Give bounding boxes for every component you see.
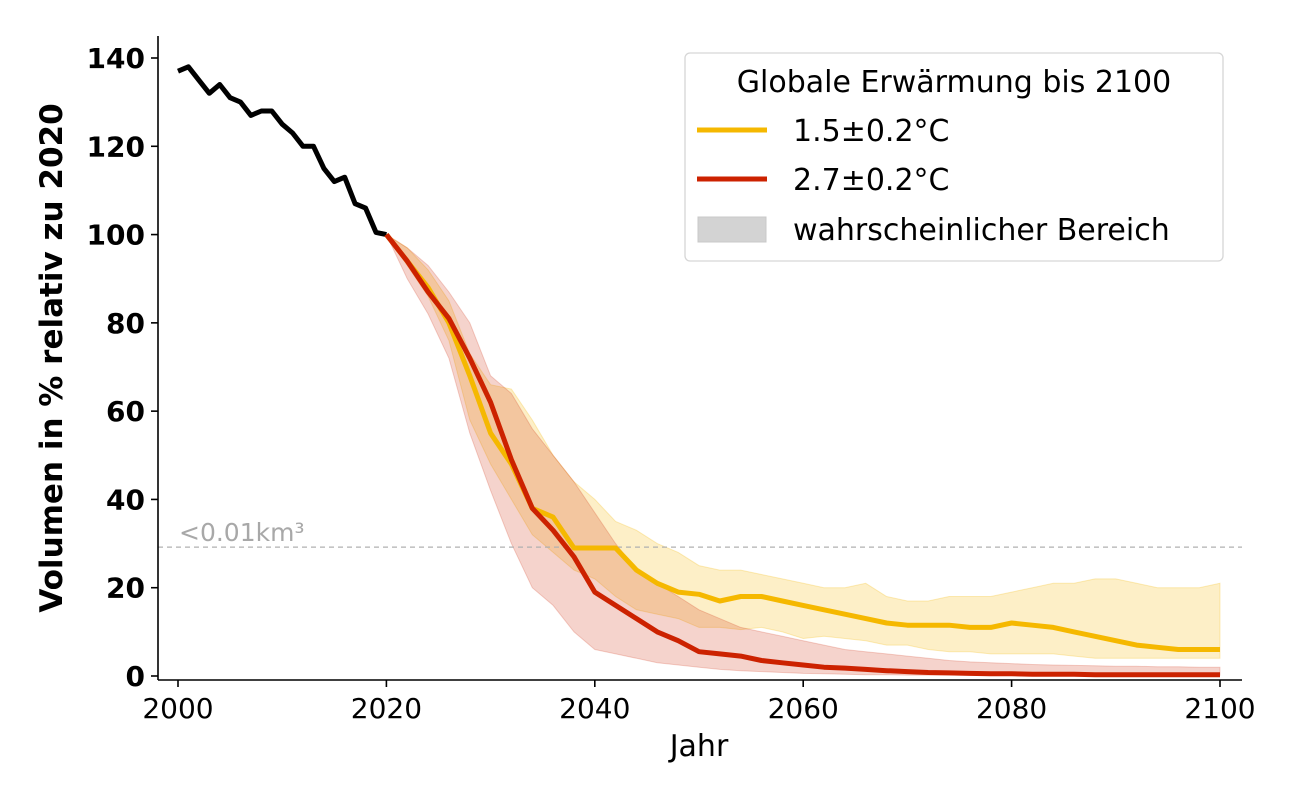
- threshold-label: <0.01km³: [179, 518, 304, 547]
- x-ticks: 2000 2020 2040 2060 2080 2100: [142, 680, 1256, 725]
- line-2-7: [384, 233, 1220, 678]
- historical-line: [177, 64, 387, 238]
- y-tick-label: 20: [106, 572, 145, 605]
- legend-swatch-likely-range: [697, 216, 767, 243]
- y-tick-label: 60: [106, 395, 145, 428]
- y-tick-label: 100: [87, 219, 145, 252]
- x-tick-label: 2100: [1184, 692, 1255, 725]
- legend-label-2-7: 2.7±0.2°C: [793, 163, 950, 198]
- legend: Globale Erwärmung bis 2100 1.5±0.2°C 2.7…: [684, 52, 1224, 262]
- y-tick-label: 80: [106, 307, 145, 340]
- x-tick-label: 2020: [351, 692, 422, 725]
- y-ticks: 0 20 40 60 80 100 120 140: [87, 42, 158, 693]
- y-axis-label: Volumen in % relativ zu 2020: [34, 103, 70, 612]
- plot-area: <0.01km³: [158, 64, 1242, 678]
- legend-label-1-5: 1.5±0.2°C: [793, 114, 950, 149]
- x-tick-label: 2080: [976, 692, 1047, 725]
- x-axis-label: Jahr: [668, 729, 729, 764]
- y-tick-label: 120: [87, 130, 145, 163]
- y-tick-label: 140: [87, 42, 145, 75]
- y-tick-label: 40: [106, 483, 145, 516]
- legend-title: Globale Erwärmung bis 2100: [737, 65, 1171, 100]
- legend-frame: [684, 52, 1224, 262]
- band-1-5: [385, 234, 1221, 659]
- series-lines: [177, 64, 1220, 678]
- x-tick-label: 2000: [142, 692, 213, 725]
- y-tick-label: 0: [126, 660, 145, 693]
- x-tick-label: 2060: [768, 692, 839, 725]
- x-tick-label: 2040: [559, 692, 630, 725]
- legend-label-likely-range: wahrscheinlicher Bereich: [793, 213, 1170, 248]
